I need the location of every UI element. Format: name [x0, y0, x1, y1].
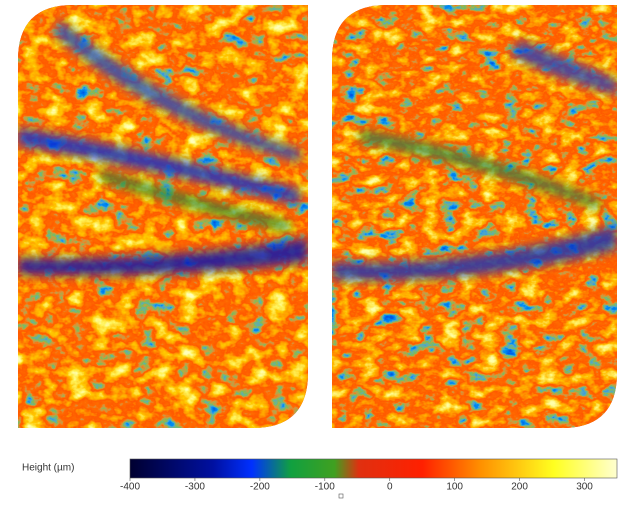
tick-label: -400 [120, 482, 140, 493]
tick-label: -300 [185, 482, 205, 493]
tick-label: -100 [315, 482, 335, 493]
marker [338, 493, 344, 499]
tick-label: 0 [387, 482, 393, 493]
height-map-right [332, 5, 617, 428]
colorbar-label: Height (µm) [22, 463, 74, 474]
colorbar-gradient [129, 458, 618, 479]
colorbar: Height (µm) -400 -300 -200 -100 0 100 200 300 [22, 458, 618, 499]
tick-label: 300 [576, 482, 593, 493]
height-map-left [18, 5, 308, 428]
tick-label: -200 [250, 482, 270, 493]
tick-label: 100 [446, 482, 463, 493]
tick-label: 200 [511, 482, 528, 493]
